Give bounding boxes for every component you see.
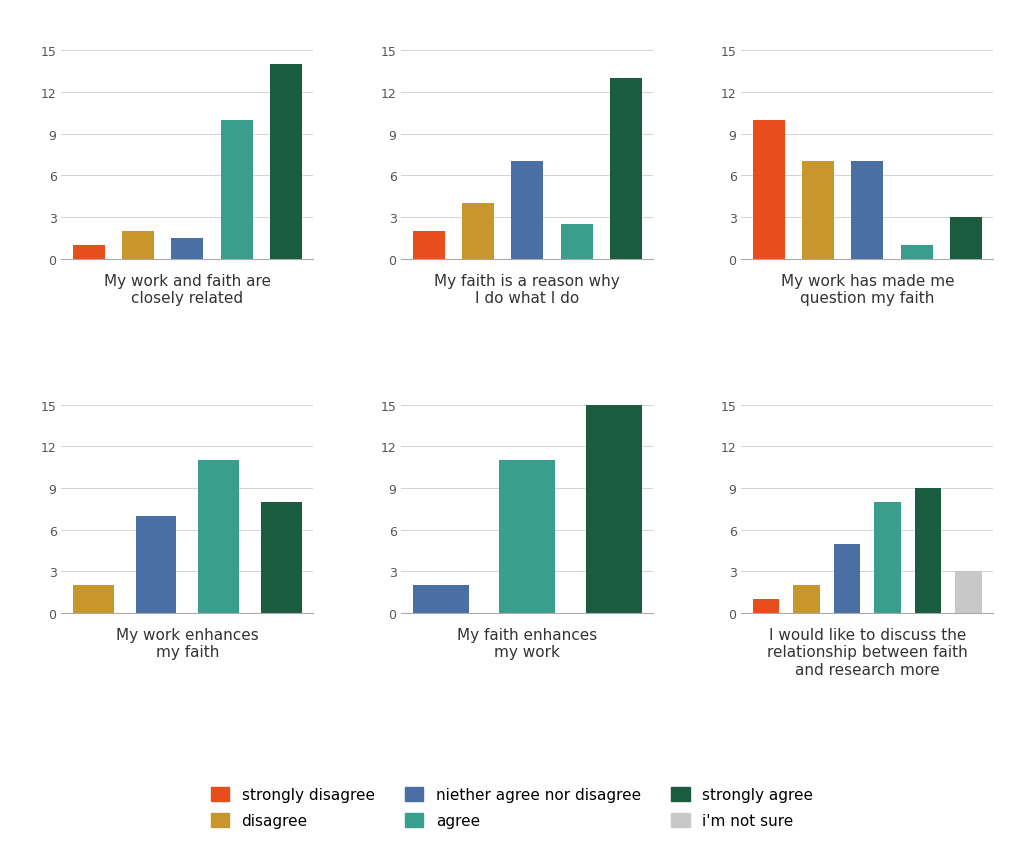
X-axis label: My faith enhances
my work: My faith enhances my work xyxy=(458,627,597,659)
X-axis label: My work enhances
my faith: My work enhances my faith xyxy=(116,627,259,659)
Bar xyxy=(753,120,784,259)
Bar xyxy=(900,245,933,259)
Bar xyxy=(413,232,444,259)
Bar xyxy=(135,516,176,613)
Bar xyxy=(122,232,155,259)
Bar xyxy=(794,585,820,613)
Bar xyxy=(802,162,835,259)
Bar xyxy=(610,79,642,259)
Bar xyxy=(199,461,240,613)
Bar xyxy=(220,120,253,259)
Bar xyxy=(950,218,982,259)
X-axis label: My work and faith are
closely related: My work and faith are closely related xyxy=(103,273,271,306)
Bar xyxy=(586,406,642,613)
Bar xyxy=(462,204,495,259)
Legend: strongly disagree, disagree, niether agree nor disagree, agree, strongly agree, : strongly disagree, disagree, niether agr… xyxy=(204,780,820,836)
X-axis label: My work has made me
question my faith: My work has made me question my faith xyxy=(780,273,954,306)
Bar xyxy=(500,461,555,613)
Bar xyxy=(73,585,114,613)
Bar xyxy=(560,225,593,259)
Bar xyxy=(753,600,779,613)
Bar xyxy=(511,162,544,259)
Bar xyxy=(851,162,884,259)
X-axis label: My faith is a reason why
I do what I do: My faith is a reason why I do what I do xyxy=(434,273,621,306)
Bar xyxy=(915,488,941,613)
X-axis label: I would like to discuss the
relationship between faith
and research more: I would like to discuss the relationship… xyxy=(767,627,968,677)
Bar xyxy=(73,245,104,259)
Bar xyxy=(834,544,860,613)
Bar xyxy=(270,65,302,259)
Bar xyxy=(171,239,204,259)
Bar xyxy=(874,503,901,613)
Bar xyxy=(955,572,982,613)
Bar xyxy=(261,503,302,613)
Bar xyxy=(413,585,469,613)
